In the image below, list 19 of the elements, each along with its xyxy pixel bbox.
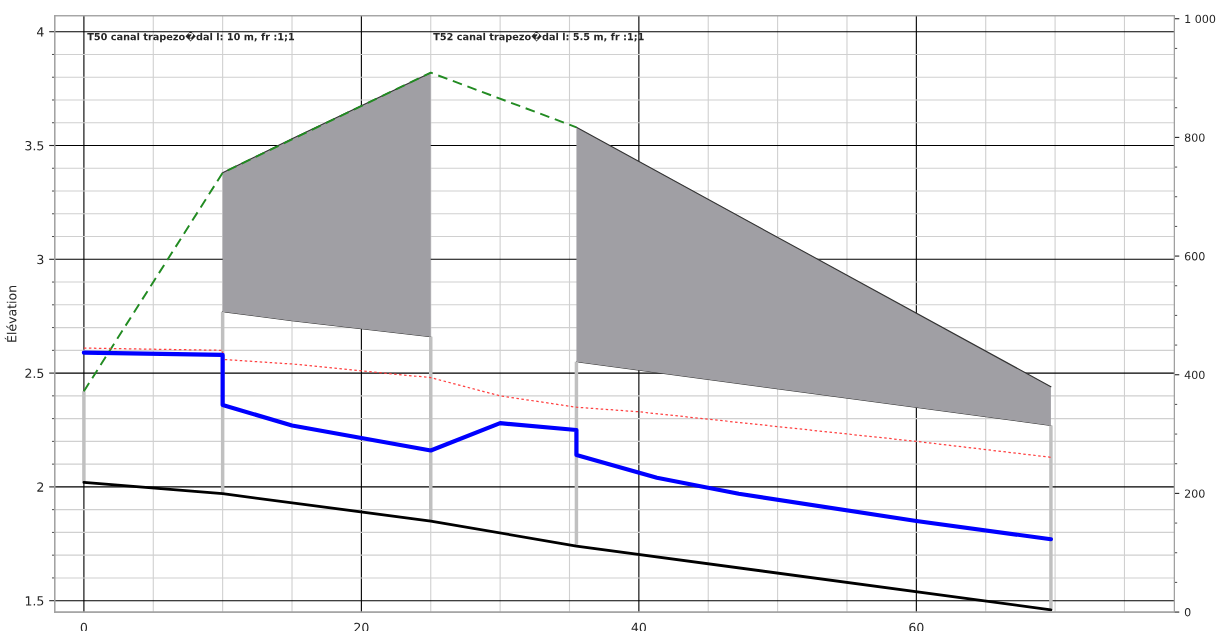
y2-tick-label: 400 <box>1184 370 1205 380</box>
y2-tick-label: 600 <box>1184 252 1205 261</box>
bar <box>82 391 86 483</box>
y-tick-label: 2 <box>37 482 44 492</box>
y-tick-label: 1.5 <box>25 596 44 606</box>
y-tick-label: 2.5 <box>25 368 44 379</box>
y2-tick-label: 1 000 <box>1185 14 1216 24</box>
bar <box>1049 425 1053 610</box>
y-tick-label: 4 <box>37 27 44 37</box>
y2-tick-label: 800 <box>1184 133 1205 142</box>
line-series <box>81 350 1054 542</box>
line-series <box>83 347 1052 458</box>
y2-tick-label: 200 <box>1184 489 1205 498</box>
y-tick-label: 3 <box>37 254 44 265</box>
annotation: T50 canal trapezo�dal l: 10 m, fr :1;1 <box>87 31 295 43</box>
line-series <box>82 71 578 393</box>
y-tick-label: 3.5 <box>25 140 44 151</box>
y-axis-title: Élévation <box>4 285 17 342</box>
y2-tick-label: 0 <box>1184 608 1191 617</box>
